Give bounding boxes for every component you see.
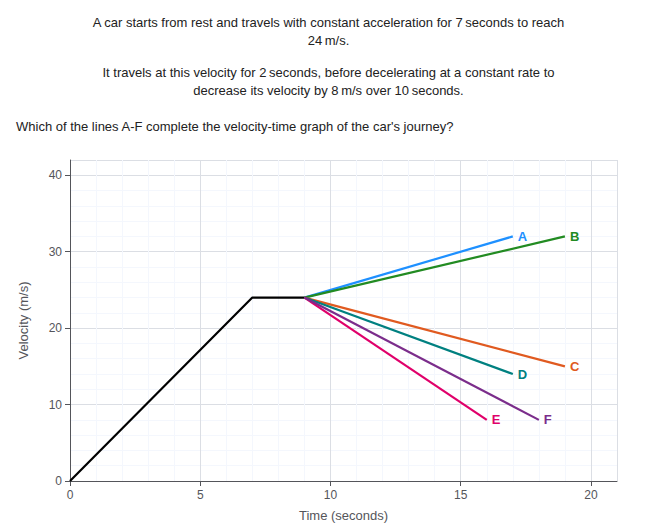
- svg-text:5: 5: [197, 488, 204, 502]
- svg-text:decrease its velocity by 8 m/s: decrease its velocity by 8 m/s over 10 s…: [193, 83, 463, 98]
- svg-text:10: 10: [324, 488, 338, 502]
- svg-text:It travels at this velocity fo: It travels at this velocity for 2 second…: [102, 65, 554, 80]
- svg-text:B: B: [570, 229, 579, 244]
- svg-text:20: 20: [584, 488, 598, 502]
- svg-text:Velocity (m/s): Velocity (m/s): [16, 281, 31, 359]
- svg-text:A: A: [518, 229, 528, 244]
- svg-text:24 m/s.: 24 m/s.: [308, 33, 350, 48]
- svg-text:0: 0: [55, 474, 62, 488]
- svg-text:20: 20: [49, 321, 63, 335]
- svg-text:0: 0: [67, 488, 74, 502]
- svg-text:40: 40: [49, 168, 63, 182]
- svg-text:D: D: [518, 367, 527, 382]
- svg-text:15: 15: [454, 488, 468, 502]
- svg-text:30: 30: [49, 245, 63, 259]
- svg-text:10: 10: [49, 398, 63, 412]
- svg-text:Time (seconds): Time (seconds): [299, 508, 388, 523]
- svg-text:Which of the lines A-F complet: Which of the lines A-F complete the velo…: [16, 119, 453, 134]
- svg-text:E: E: [492, 412, 501, 427]
- svg-text:F: F: [544, 412, 552, 427]
- svg-text:A car starts from rest and tra: A car starts from rest and travels with …: [93, 15, 565, 30]
- svg-text:C: C: [570, 359, 580, 374]
